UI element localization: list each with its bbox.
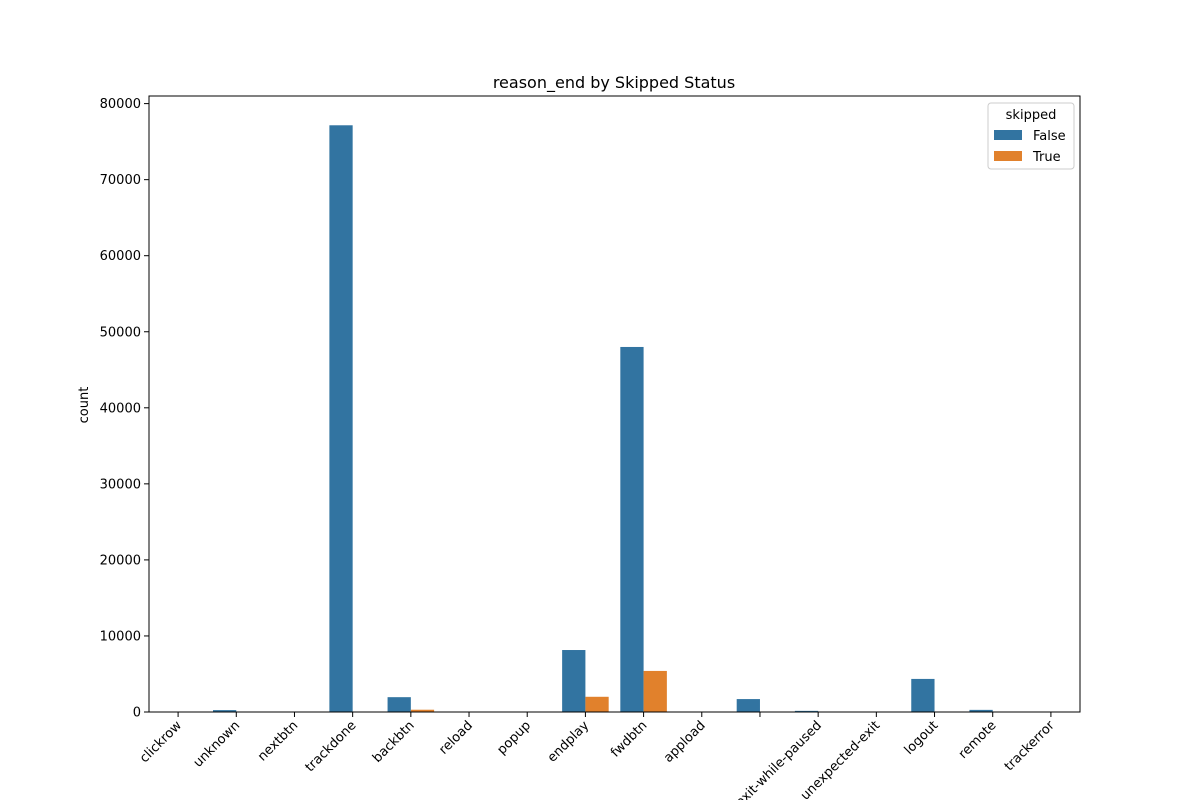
y-tick-label: 0 — [133, 706, 141, 721]
y-tick-label: 40000 — [100, 401, 141, 416]
x-tick-label-unknown: unknown — [191, 718, 243, 770]
x-tick-label-remote: remote — [956, 718, 1000, 762]
y-tick-label: 10000 — [100, 629, 141, 644]
legend: skipped False True — [987, 102, 1075, 170]
x-tick-label-appload: appload — [661, 718, 709, 766]
legend-swatch-true — [994, 151, 1022, 161]
bars — [154, 125, 1051, 713]
bar-backbtn-false — [387, 697, 411, 712]
bar-blank-false — [736, 699, 760, 712]
x-axis: clickrow unknown nextbtn trackdone backbtn re… — [137, 712, 1058, 800]
x-tick-label-trackdone: trackdone — [303, 718, 360, 775]
bar-trackdone-false — [329, 125, 353, 713]
bar-fwdbtn-false — [620, 346, 644, 712]
bar-exit-while-paused-false — [794, 710, 819, 712]
y-tick-label: 70000 — [100, 173, 141, 188]
bar-fwdbtn-true — [643, 670, 667, 712]
x-tick-label-fwdbtn: fwdbtn — [608, 718, 650, 760]
bar-endplay-true — [585, 696, 609, 712]
bar-backbtn-true — [410, 709, 435, 712]
legend-label-false: False — [1033, 129, 1066, 144]
x-tick-label-endplay: endplay — [545, 718, 593, 766]
x-tick-label-logout: logout — [902, 718, 942, 758]
y-tick-label: 30000 — [100, 477, 141, 492]
y-tick-label: 60000 — [100, 249, 141, 264]
y-tick-label: 80000 — [100, 97, 141, 112]
x-tick-label-clickrow: clickrow — [137, 718, 185, 766]
x-tick-label-reload: reload — [436, 718, 475, 757]
y-axis: 0 10000 20000 30000 40000 50000 60000 70000 8000… — [100, 97, 149, 721]
bar-unknown-false — [213, 710, 237, 712]
bar-remote-false — [969, 709, 993, 712]
x-tick-label-trackerror: trackerror — [1002, 718, 1058, 774]
bar-endplay-false — [562, 650, 586, 712]
x-tick-label-nextbtn: nextbtn — [255, 718, 301, 764]
y-tick-label: 20000 — [100, 553, 141, 568]
bar-logout-false — [911, 678, 935, 712]
legend-title: skipped — [1006, 108, 1057, 123]
x-tick-label-backbtn: backbtn — [370, 718, 418, 766]
legend-swatch-false — [994, 130, 1022, 140]
chart-title: reason_end by Skipped Status — [493, 73, 735, 93]
y-tick-label: 50000 — [100, 325, 141, 340]
legend-label-true: True — [1032, 150, 1061, 165]
x-tick-label-popup: popup — [494, 718, 534, 758]
plot-frame — [148, 95, 1081, 713]
y-axis-label: count — [77, 387, 92, 424]
